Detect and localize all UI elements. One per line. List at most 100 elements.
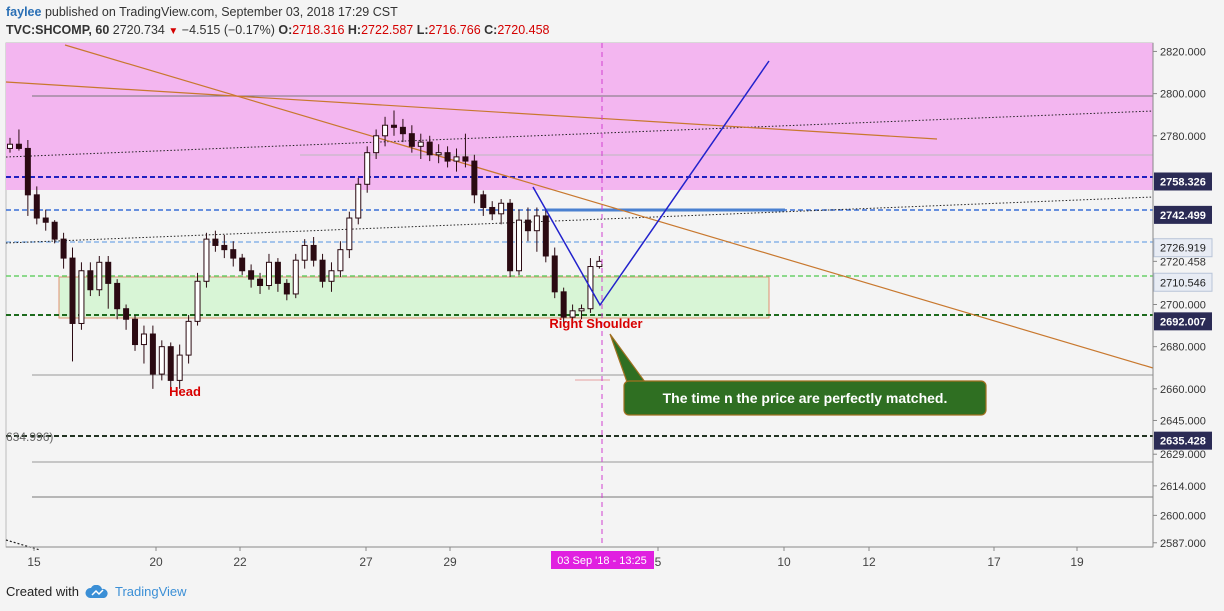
candle-body xyxy=(301,244,308,261)
trend-orange-down xyxy=(64,44,1154,369)
head-label: Head xyxy=(169,384,201,399)
candles xyxy=(7,110,603,396)
candle-body xyxy=(167,346,174,381)
tradingview-brand: TradingView xyxy=(114,584,187,599)
y-tick-label: 2660.000 xyxy=(1160,384,1206,396)
close-value: 2720.458 xyxy=(497,23,550,37)
price-change: −4.515 (−0.17%) xyxy=(181,23,275,37)
candle-body xyxy=(355,183,362,219)
trend-dotted-lower xyxy=(5,196,1154,244)
y-tick-label: 2600.000 xyxy=(1160,510,1206,522)
y-tick-label: 2629.000 xyxy=(1160,449,1206,461)
y-tick-label: 2800.000 xyxy=(1160,89,1206,101)
footer: Created with TradingView xyxy=(6,584,187,599)
candle-body xyxy=(426,141,433,156)
low-value: 2716.766 xyxy=(428,23,481,37)
candle-body xyxy=(462,156,469,162)
price-axis-ticks: 2587.000 2600.000 2614.000 2629.000 2645.000… xyxy=(1153,46,1206,550)
candle-body xyxy=(560,291,567,318)
high-value: 2722.587 xyxy=(361,23,414,37)
support-zone xyxy=(58,276,770,319)
cursor-time-tag xyxy=(551,551,654,569)
candle-body xyxy=(533,215,540,232)
candle-body xyxy=(274,261,281,284)
candle-body xyxy=(399,126,406,135)
trend-dotted-corner xyxy=(5,539,41,551)
price-tag xyxy=(1154,172,1212,191)
x-tick-label: 10 xyxy=(777,555,791,569)
candle-body xyxy=(78,270,85,324)
open-value: 2718.316 xyxy=(292,23,345,37)
candle-body xyxy=(346,217,353,251)
x-tick-label: 22 xyxy=(233,555,247,569)
candle-body xyxy=(310,244,317,261)
price-tag-label: 2635.428 xyxy=(1160,436,1206,448)
right-shoulder-label: Right Shoulder xyxy=(549,316,642,331)
down-arrow-icon: ▼ xyxy=(168,26,179,37)
price-tag xyxy=(1154,205,1212,224)
trend-orange-upper xyxy=(5,81,938,140)
open-label: O: xyxy=(278,23,293,37)
candle-body xyxy=(453,156,460,162)
candle-body xyxy=(114,282,121,310)
candle-body xyxy=(185,320,192,356)
candle-body xyxy=(337,249,344,272)
candle-body xyxy=(569,310,576,318)
publisher-name[interactable]: faylee xyxy=(6,5,42,19)
x-tick-label: 17 xyxy=(987,555,1001,569)
created-with-text: Created with xyxy=(6,584,79,599)
callout-box xyxy=(623,380,987,416)
price-tag-label: 2742.499 xyxy=(1160,210,1206,222)
cloud-logo-icon xyxy=(85,584,108,598)
candle-body xyxy=(96,261,103,291)
candle-body xyxy=(7,143,13,149)
y-tick-label: 2780.000 xyxy=(1160,131,1206,143)
tradingview-link[interactable]: TradingView xyxy=(85,584,187,599)
candle-body xyxy=(42,217,49,223)
x-tick-label: 5 xyxy=(655,555,662,569)
price-tag xyxy=(1154,431,1212,450)
candle-body xyxy=(158,346,165,375)
y-tick-label: 2614.000 xyxy=(1160,481,1206,493)
candle-body xyxy=(373,135,380,154)
candle-body xyxy=(319,259,326,282)
candle-body xyxy=(507,202,514,272)
y-tick-label: 2680.000 xyxy=(1160,342,1206,354)
low-label: L: xyxy=(416,23,429,37)
candle-body xyxy=(194,280,201,322)
price-tag xyxy=(1153,238,1213,258)
x-tick-label: 20 xyxy=(149,555,163,569)
last-price: 2720.734 xyxy=(112,23,165,37)
y-tick-label: 2820.000 xyxy=(1160,46,1206,58)
candle-body xyxy=(203,238,210,282)
price-tags: 2758.326 2742.499 2726.919 2710.546 2692.007… xyxy=(1153,172,1213,450)
candle-body xyxy=(149,333,156,375)
candle-body xyxy=(480,194,487,208)
candle-body xyxy=(596,260,603,268)
candle-body xyxy=(364,152,371,185)
pattern-projection xyxy=(532,60,770,307)
price-axis[interactable] xyxy=(1153,43,1224,547)
candle-body xyxy=(60,238,67,259)
candle-body xyxy=(489,206,496,215)
candle-body xyxy=(15,143,22,149)
candle-body xyxy=(444,152,451,162)
candle-body xyxy=(87,270,94,291)
candle-body xyxy=(283,282,290,295)
x-tick-label: 27 xyxy=(359,555,373,569)
published-info: published on TradingView.com, September … xyxy=(44,5,398,19)
symbol-label: TVC:SHCOMP, 60 xyxy=(6,23,110,37)
candle-body xyxy=(140,333,147,346)
x-tick-label: 12 xyxy=(862,555,876,569)
y-tick-label: 2587.000 xyxy=(1160,538,1206,550)
candle-body xyxy=(176,354,183,381)
candle-body xyxy=(230,249,237,259)
candle-body xyxy=(248,270,255,280)
price-tag-label: 2726.919 xyxy=(1160,243,1206,255)
candle-body xyxy=(292,259,299,295)
candle-body xyxy=(390,124,397,128)
candle-body xyxy=(382,124,389,137)
y-tick-label: 2700.000 xyxy=(1160,299,1206,311)
price-tag xyxy=(1154,312,1212,331)
